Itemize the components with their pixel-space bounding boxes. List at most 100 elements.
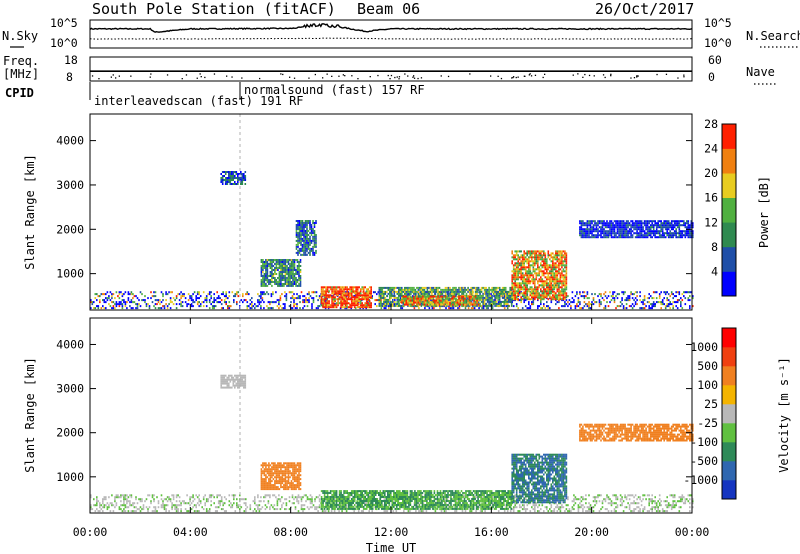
- echo-cell: [681, 234, 684, 237]
- echo-cell: [281, 275, 284, 277]
- echo-cell: [166, 500, 169, 503]
- echo-cell: [443, 303, 445, 306]
- echo-cell: [529, 260, 532, 263]
- echo-cell: [267, 293, 270, 296]
- echo-cell: [666, 220, 668, 223]
- echo-cell: [470, 307, 473, 310]
- echo-cell: [133, 301, 136, 304]
- echo-cell: [573, 299, 575, 302]
- echo-cell: [293, 297, 295, 300]
- echo-cell: [555, 284, 557, 287]
- echo-cell: [480, 290, 483, 293]
- echo-cell: [275, 281, 278, 283]
- echo-cell: [506, 292, 508, 295]
- echo-cell: [263, 283, 266, 285]
- echo-cell: [410, 299, 412, 302]
- echo-cell: [537, 294, 539, 297]
- echo-cell: [565, 272, 568, 275]
- echo-cell: [123, 498, 125, 501]
- echo-cell: [526, 296, 528, 299]
- echo-cell: [100, 508, 103, 511]
- echo-cell: [520, 282, 522, 285]
- echo-cell: [634, 226, 637, 229]
- echo-cell: [621, 297, 623, 300]
- echo-cell: [603, 220, 605, 223]
- echo-cell: [450, 300, 453, 303]
- echo-cell: [503, 286, 505, 289]
- echo-cell: [416, 295, 418, 298]
- echo-cell: [503, 296, 505, 299]
- echo-cell: [302, 299, 304, 302]
- echo-cell: [163, 305, 166, 308]
- echo-cell: [477, 297, 480, 300]
- echo-cell: [660, 307, 662, 310]
- echo-cell: [550, 288, 553, 291]
- echo-cell: [532, 296, 535, 299]
- echo-cell: [558, 258, 560, 261]
- echo-cell: [399, 292, 402, 295]
- echo-cell: [168, 498, 170, 501]
- echo-cell: [589, 232, 592, 235]
- echo-cell: [491, 307, 494, 310]
- echo-cell: [386, 304, 388, 307]
- echo-cell: [306, 253, 308, 256]
- echo-cell: [550, 286, 553, 289]
- echo-cell: [648, 226, 650, 229]
- echo-cell: [300, 228, 302, 230]
- echo-cell: [115, 494, 118, 497]
- echo-cell: [304, 232, 307, 234]
- echo-cell: [627, 224, 629, 227]
- echo-cell: [509, 298, 511, 301]
- echo-cell: [621, 222, 623, 225]
- echo-cell: [298, 224, 301, 226]
- echo-cell: [541, 298, 544, 301]
- echo-cell: [306, 224, 308, 226]
- nave-dot: [407, 75, 409, 77]
- echo-cell: [594, 301, 596, 304]
- echo-cell: [565, 294, 568, 297]
- echo-cell: [290, 265, 293, 267]
- echo-cell: [202, 498, 205, 501]
- echo-cell: [280, 277, 282, 279]
- echo-cell: [228, 171, 230, 173]
- echo-cell: [278, 277, 281, 279]
- echo-cell: [440, 288, 442, 291]
- echo-cell: [367, 298, 369, 301]
- echo-cell: [364, 304, 366, 307]
- echo-cell: [353, 298, 356, 301]
- echo-cell: [556, 258, 559, 261]
- echo-cell: [564, 292, 566, 295]
- echo-cell: [669, 307, 671, 310]
- echo-cell: [503, 290, 505, 293]
- echo-cell: [216, 510, 218, 513]
- echo-cell: [673, 232, 676, 235]
- echo-cell: [135, 506, 137, 509]
- echo-cell: [553, 284, 556, 287]
- echo-cell: [552, 276, 554, 279]
- echo-cell: [675, 236, 677, 239]
- echo-cell: [648, 234, 650, 237]
- echo-cell: [228, 177, 230, 179]
- echo-cell: [528, 272, 530, 275]
- echo-cell: [416, 303, 418, 306]
- echo-cell: [538, 250, 541, 253]
- echo-cell: [564, 301, 566, 304]
- echo-cell: [561, 282, 563, 285]
- echo-cell: [111, 504, 113, 507]
- echo-cell: [263, 277, 266, 279]
- echo-cell: [159, 307, 161, 310]
- echo-cell: [556, 260, 559, 263]
- echo-cell: [631, 303, 634, 306]
- echo-cell: [295, 235, 298, 238]
- echo-cell: [613, 291, 616, 294]
- echo-cell: [673, 295, 676, 298]
- echo-cell: [540, 301, 542, 304]
- echo-cell: [534, 262, 536, 265]
- echo-cell: [141, 498, 143, 501]
- echo-cell: [586, 226, 589, 229]
- echo-cell: [199, 303, 202, 306]
- echo-cell: [631, 307, 634, 310]
- echo-cell: [361, 296, 363, 299]
- echo-cell: [126, 301, 128, 304]
- echo-cell: [534, 260, 536, 263]
